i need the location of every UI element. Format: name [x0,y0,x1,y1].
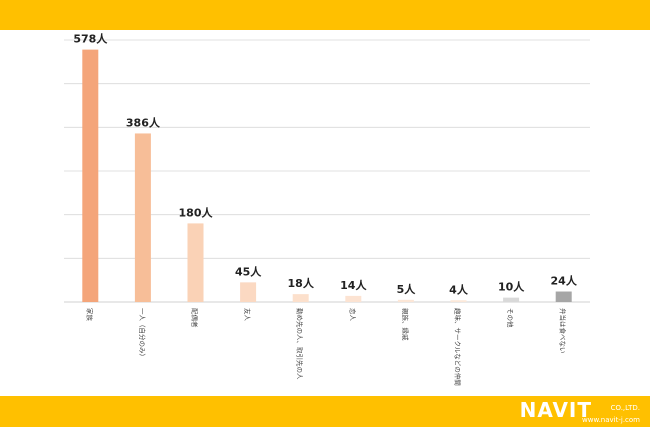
value-label: 18人 [288,276,315,290]
bar [134,133,151,302]
category-label: 友人 [243,308,252,322]
bar [240,282,257,302]
bar [450,300,467,302]
bar [82,49,99,303]
bars [82,49,572,303]
value-label: 10人 [498,280,525,294]
category-label: 趣味、サークルなどの仲間 [454,308,463,386]
bar [292,294,309,302]
footer-band [0,396,650,427]
value-label: 578人 [73,32,108,46]
category-label: 配偶者 [191,308,200,328]
value-label: 24人 [551,274,578,288]
grid-lines [64,39,590,303]
value-label: 4人 [449,282,469,296]
bar [345,295,362,302]
value-label: 386人 [126,115,161,129]
bar-chart: 578人 386人 180人 45人 18人 14人 5人 4人 10人 24人 家族 一人（自分の… [64,32,590,386]
category-label: 一人（自分のみ） [138,308,147,360]
category-label: 弁当は食べない [559,308,568,354]
company-suffix: CO.,LTD. [610,404,640,412]
category-label: 親族、縁戚 [401,308,410,341]
category-label: 家族 [85,308,94,322]
value-label: 5人 [397,282,417,296]
value-label: 14人 [340,278,367,292]
category-label: 勤め先の人、取引先の人 [296,308,305,380]
company-logo: NAVIT CO.,LTD. www.navit-j.com [520,398,640,426]
bar [555,291,572,302]
bar [187,223,204,302]
category-label: その他 [506,308,515,328]
value-label: 45人 [235,264,262,278]
bar [503,297,520,302]
category-labels: 家族 一人（自分のみ） 配偶者 友人 勤め先の人、取引先の人 恋人 親族、縁戚 趣味、サークル… [85,308,567,386]
company-url: www.navit-j.com [582,416,640,424]
value-labels: 578人 386人 180人 45人 18人 14人 5人 4人 10人 24人 [73,32,578,297]
logo-text: NAVIT [519,398,592,422]
bar [397,299,414,302]
value-label: 180人 [179,205,214,219]
top-banner [0,0,650,30]
category-label: 恋人 [348,308,357,322]
